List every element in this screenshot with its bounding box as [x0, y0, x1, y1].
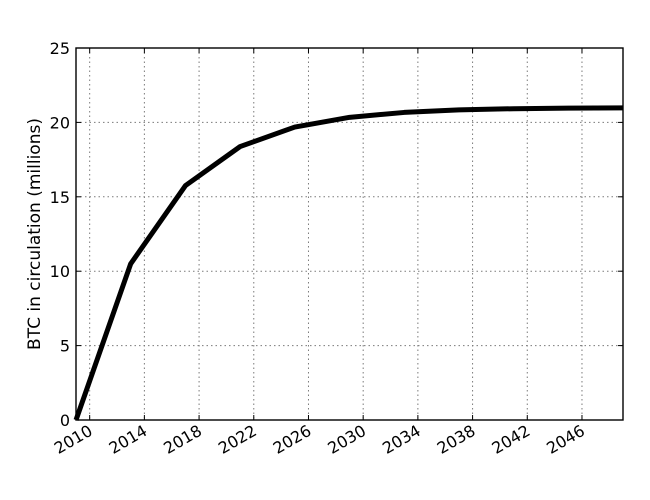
x-tick-label: 2030 [324, 421, 369, 458]
grid [76, 48, 623, 420]
x-tick-label: 2026 [270, 421, 315, 458]
y-tick-label: 5 [60, 337, 70, 356]
x-tick-label: 2018 [160, 421, 205, 458]
btc-supply-line [73, 105, 624, 421]
y-tick-label: 10 [50, 262, 70, 281]
x-tick-label: 2010 [51, 421, 96, 458]
ticks [76, 47, 623, 421]
y-axis-label: BTC in circulation (millions) [25, 118, 45, 350]
x-tick-label: 2038 [434, 421, 479, 458]
y-tick-label: 20 [50, 113, 70, 132]
x-tick-label: 2042 [489, 421, 534, 458]
y-tick-label: 0 [60, 411, 70, 430]
plot-area-frame [75, 47, 624, 421]
x-tick-label: 2014 [106, 421, 151, 458]
y-tick-label: 25 [50, 39, 70, 58]
tick-labels: 0 5 10 15 20 25 2010 2014 2018 2022 2026 2030 2034 20… [50, 39, 588, 458]
x-tick-label: 2022 [215, 421, 260, 458]
x-tick-label: 2034 [379, 421, 424, 458]
y-tick-label: 15 [50, 188, 70, 207]
x-tick-label: 2046 [543, 421, 588, 458]
series-layer [73, 105, 624, 421]
